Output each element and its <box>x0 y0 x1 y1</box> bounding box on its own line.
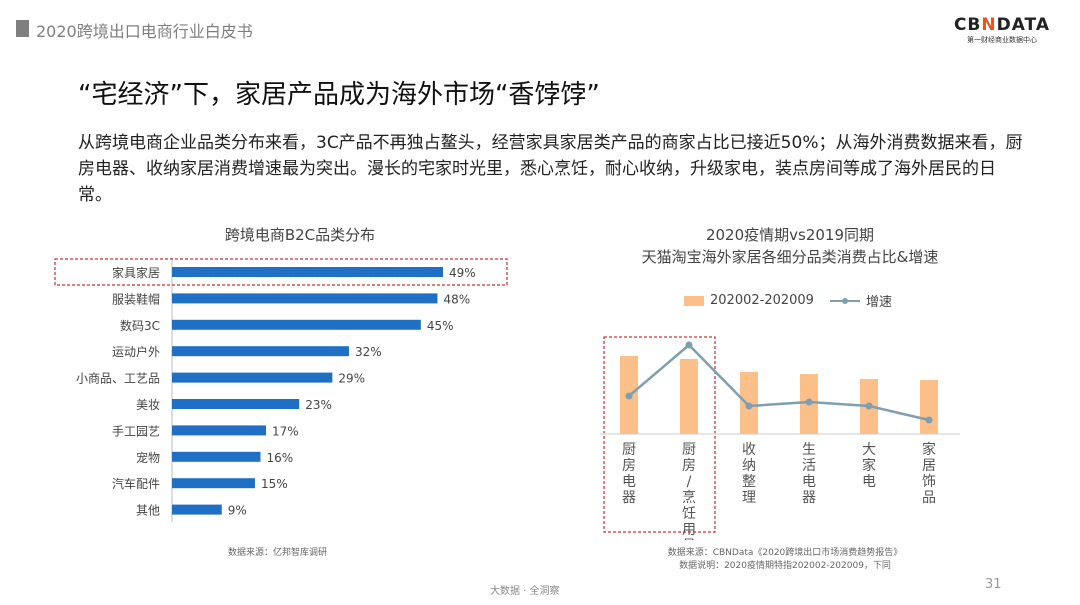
growth-point <box>805 398 813 406</box>
header-marker <box>16 20 29 37</box>
legend-bar-swatch <box>684 295 704 306</box>
chart1: 家具家居 49% 服装鞋帽 48% 数码3C 45% 运动户外 32% 小商品、工艺品 29% 美妆… <box>54 258 508 522</box>
data-label: 17% <box>272 424 299 438</box>
bar <box>172 399 300 409</box>
data-label: 49% <box>449 266 476 280</box>
page-number: 31 <box>985 577 1002 592</box>
category-label-char: 居 <box>922 458 936 474</box>
category-label: 手工园艺 <box>112 424 160 438</box>
category-label-char: 家 <box>922 441 936 458</box>
category-label-char: 器 <box>622 490 636 506</box>
chart2-title: 2020疫情期vs2019同期 <box>705 226 875 244</box>
category-label-char: 房 <box>682 458 696 474</box>
footer: 大数据 · 全洞察 <box>490 586 560 597</box>
data-label: 29% <box>338 372 365 386</box>
data-label: 15% <box>261 477 288 491</box>
chart1-title: 跨境电商B2C品类分布 <box>224 226 376 244</box>
bar <box>172 293 438 304</box>
chart2-source: 数据来源：CBNData《2020跨境出口市场消费趋势报告》 数据说明：2020… <box>620 545 950 571</box>
category-label-char: 房 <box>622 458 636 474</box>
category-label-char: 电 <box>622 474 636 490</box>
logo-subtitle: 第一财经商业数据中心 <box>966 36 1037 44</box>
category-label: 服装鞋帽 <box>112 291 160 306</box>
bar <box>172 451 261 462</box>
category-label: 数码3C <box>120 318 160 333</box>
category-label: 运动户外 <box>112 344 160 359</box>
category-label: 小商品、工艺品 <box>76 371 160 386</box>
page-title: “宅经济”下，家居产品成为海外市场“香饽饽” <box>78 80 600 110</box>
growth-point <box>925 416 933 424</box>
legend-line-label: 增速 <box>865 295 892 310</box>
category-label-char: 整 <box>742 474 756 490</box>
category-label-char: 纳 <box>742 458 756 474</box>
category-label-char: 大 <box>862 442 876 458</box>
category-label-char: 厨 <box>622 442 636 458</box>
chart2-legend: 202002-202009 增速 <box>684 291 892 310</box>
bar <box>172 267 443 277</box>
category-label-char: 收 <box>742 442 756 458</box>
description: 从跨境电商企业品类分布来看，3C产品不再独占鳌头，经营家具家居类产品的商家占比已… <box>78 133 1023 205</box>
category-label-char: 家 <box>862 457 876 474</box>
bar <box>920 380 938 434</box>
category-label-char: 理 <box>742 490 756 506</box>
bar <box>172 346 349 357</box>
category-label-char: 品 <box>922 490 936 506</box>
category-label-char: 生 <box>802 442 816 458</box>
category-label-char: 活 <box>802 458 816 474</box>
bar <box>172 372 333 383</box>
growth-point <box>685 341 693 349</box>
growth-point <box>625 392 633 400</box>
category-label: 汽车配件 <box>112 476 160 491</box>
data-label: 32% <box>355 345 382 359</box>
category-label-char: 电 <box>802 474 816 490</box>
legend-bar-label: 202002-202009 <box>710 293 814 308</box>
bar <box>172 478 255 489</box>
growth-point <box>745 402 753 410</box>
category-label-char: 用 <box>682 522 696 538</box>
data-label: 45% <box>427 319 454 333</box>
category-label-char: 具 <box>682 538 696 540</box>
data-label: 23% <box>305 398 332 412</box>
category-label: 其他 <box>136 504 160 518</box>
category-label-char: 厨 <box>682 442 696 458</box>
chart2-source-text: 数据来源：CBNData《2020跨境出口市场消费趋势报告》 <box>667 548 903 558</box>
category-label: 宠物 <box>136 450 160 465</box>
bar <box>172 504 222 515</box>
category-label-char: 饰 <box>922 474 936 490</box>
highlight-box <box>54 258 508 286</box>
category-label-char: 饪 <box>682 506 696 522</box>
data-label: 16% <box>266 451 293 465</box>
chart2-note: 数据说明：2020疫情期特指202002-202009，下同 <box>679 561 891 571</box>
logo: CBNDATA 第一财经商业数据中心 <box>953 15 1050 44</box>
category-label: 家具家居 <box>112 265 160 280</box>
category-label-char: 器 <box>802 490 816 506</box>
data-label: 9% <box>228 504 247 518</box>
highlight-box <box>603 336 716 533</box>
bar <box>172 319 421 330</box>
growth-line <box>628 343 930 422</box>
header-title: 2020跨境出口电商行业白皮书 <box>36 22 253 41</box>
category-label-char: 电 <box>862 474 876 490</box>
legend-line-swatch <box>829 297 860 304</box>
bar <box>680 359 698 434</box>
bar <box>172 425 267 436</box>
category-label-char: 烹 <box>682 489 696 506</box>
data-label: 48% <box>443 292 470 306</box>
category-label: 美妆 <box>136 398 160 412</box>
category-label-char: / <box>687 474 692 490</box>
chart2-subtitle: 天猫淘宝海外家居各细分品类消费占比&增速 <box>641 248 939 266</box>
growth-point <box>865 402 873 410</box>
chart1-source: 数据来源：亿邦智库调研 <box>228 548 328 558</box>
